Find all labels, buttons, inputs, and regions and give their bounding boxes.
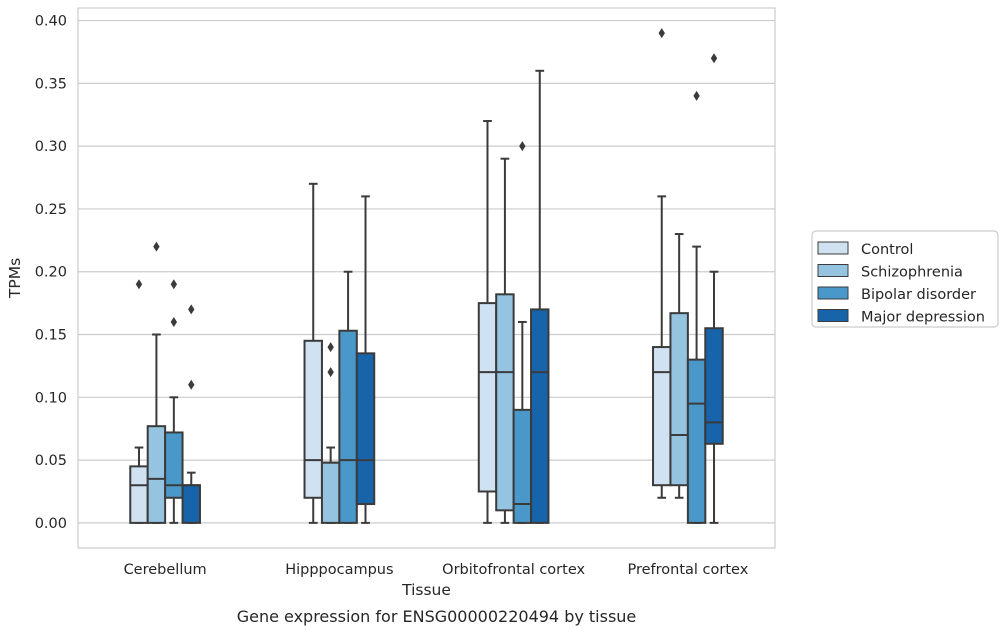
- box-group: [477, 69, 550, 524]
- legend-label: Control: [861, 242, 913, 258]
- legend-label: Major depression: [861, 310, 985, 326]
- outlier-point: [710, 53, 718, 64]
- outlier-point: [153, 241, 160, 252]
- box: [669, 312, 689, 487]
- legend-item: Schizophrenia: [817, 264, 963, 281]
- legend-item: Control: [817, 241, 913, 258]
- x-tick-label: Orbitofrontal cortex: [442, 562, 585, 578]
- box-groups: [129, 28, 724, 524]
- legend-swatch: [817, 264, 849, 277]
- x-tick-label: Cerebellum: [124, 562, 207, 578]
- y-tick-label: 0.40: [35, 14, 67, 30]
- box: [530, 308, 550, 524]
- legend-swatch: [817, 309, 849, 322]
- box-group: [652, 28, 724, 524]
- y-tick-label: 0.25: [35, 202, 67, 218]
- x-tick-label: Hipppocampus: [285, 562, 393, 578]
- y-tick-label: 0.35: [35, 76, 67, 92]
- x-tick-label: Prefrontal cortex: [627, 562, 748, 578]
- outlier-point: [170, 279, 178, 290]
- figure-caption: Gene expression for ENSG00000220494 by t…: [237, 607, 637, 626]
- outlier-point: [327, 367, 334, 378]
- box: [181, 484, 201, 524]
- box-group: [129, 241, 201, 524]
- y-tick-label: 0.30: [35, 139, 67, 155]
- box: [477, 302, 498, 493]
- box: [495, 293, 515, 512]
- y-tick-label: 0.05: [35, 453, 67, 469]
- box: [146, 425, 167, 524]
- outlier-point: [188, 304, 195, 315]
- legend-frame: [811, 230, 999, 328]
- y-axis-ticks: 0.00 0.05 0.10 0.15 0.20 0.25 0.30 0.35 0.40: [35, 14, 67, 532]
- legend: Control Schizophrenia Bipolar disorder Majo…: [811, 230, 999, 328]
- legend-swatch: [817, 286, 849, 300]
- plot-area-frame: [77, 7, 776, 549]
- legend-item: Major depression: [817, 309, 985, 326]
- y-tick-label: 0.15: [35, 328, 67, 344]
- outlier-point: [170, 316, 178, 327]
- legend-item: Bipolar disorder: [817, 286, 976, 303]
- box: [686, 358, 707, 524]
- outlier-point: [658, 28, 665, 39]
- outlier-point: [135, 279, 143, 290]
- y-tick-label: 0.20: [35, 265, 67, 281]
- box: [338, 329, 358, 524]
- box-group: [303, 182, 376, 524]
- y-axis-label: TPMs: [6, 258, 24, 299]
- y-tick-label: 0.00: [35, 516, 67, 532]
- box: [164, 431, 184, 499]
- box: [320, 461, 341, 524]
- box: [303, 339, 323, 499]
- x-axis-label: Tissue: [401, 581, 451, 599]
- grid-lines: [78, 19, 775, 524]
- box: [512, 408, 533, 524]
- y-tick-label: 0.10: [35, 390, 67, 406]
- box: [652, 346, 672, 487]
- outlier-point: [693, 90, 700, 101]
- outlier-point: [188, 379, 195, 390]
- legend-label: Schizophrenia: [861, 265, 963, 281]
- x-axis-ticks: Cerebellum Hipppocampus Orbitofrontal cort…: [124, 562, 749, 578]
- legend-label: Bipolar disorder: [861, 287, 976, 303]
- outlier-point: [519, 141, 526, 152]
- box: [129, 465, 149, 524]
- legend-swatch: [817, 241, 849, 255]
- box: [355, 352, 376, 506]
- outlier-point: [327, 342, 334, 353]
- box: [704, 327, 724, 445]
